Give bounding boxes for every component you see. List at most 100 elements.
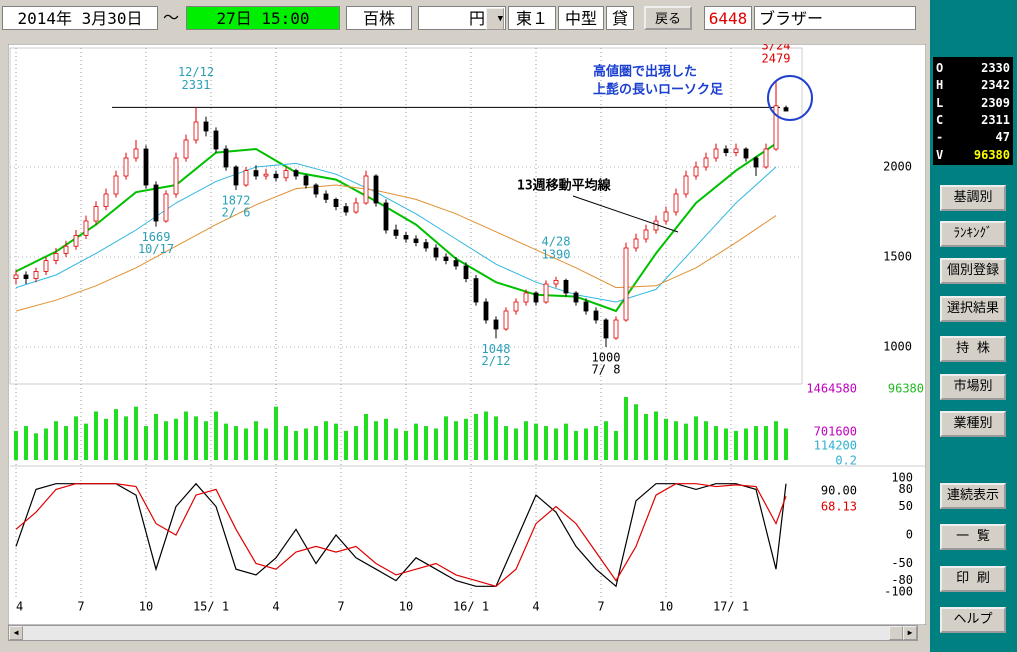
candle-body [413, 238, 419, 243]
y-tick-label: 2000 [883, 160, 912, 174]
volume-bar [394, 428, 398, 460]
candle-body [153, 184, 159, 222]
quote-row: - 47 [936, 130, 1010, 146]
candle-body [543, 283, 549, 303]
candle-body [313, 184, 319, 195]
candle-body [693, 166, 699, 177]
candle-body [483, 301, 489, 321]
x-tick-label: 16/ 1 [453, 600, 489, 614]
volume-bar [784, 428, 788, 460]
candle-body [213, 130, 219, 150]
volume-bar [534, 423, 538, 460]
currency-select[interactable]: 円 ▼ [418, 6, 506, 30]
volume-bar [504, 426, 508, 460]
volume-bar [84, 423, 88, 460]
osc-current: 90.00 [821, 484, 857, 498]
volume-bar [284, 426, 288, 460]
volume-bar [754, 426, 758, 460]
side-button[interactable]: 個別登録 [940, 258, 1006, 284]
candle-body [273, 173, 279, 179]
volume-bar [344, 430, 348, 460]
candle-body [433, 247, 439, 258]
volume-bar [664, 418, 668, 460]
volume-bar [704, 421, 708, 460]
annotation-value: 1872 [222, 194, 251, 208]
annotation-date: 12/12 [178, 65, 214, 79]
x-tick-label: 4 [532, 600, 539, 614]
side-button[interactable]: 持 株 [940, 336, 1006, 362]
volume-bar [714, 426, 718, 460]
candle-body [333, 198, 339, 207]
annotation-date: 10/17 [138, 242, 174, 256]
x-tick-label: 15/ 1 [193, 600, 229, 614]
annotation-date: 3/24 [762, 44, 791, 52]
candle-body [513, 301, 519, 312]
volume-bar [604, 421, 608, 460]
currency: 円 [468, 9, 485, 28]
scrollbar[interactable]: ◀ ▶ [8, 625, 918, 641]
candle-body [683, 175, 689, 195]
volume-bar [614, 430, 618, 460]
candle-body [183, 139, 189, 159]
side-button[interactable]: 一 覧 [940, 524, 1006, 550]
scroll-right[interactable]: ▶ [903, 626, 917, 640]
scroll-thumb[interactable] [889, 626, 903, 640]
scroll-left[interactable]: ◀ [9, 626, 23, 640]
side-button[interactable]: 印 刷 [940, 566, 1006, 592]
volume-bar [374, 421, 378, 460]
candle-body [623, 247, 629, 321]
annotation-value: 1000 [592, 351, 621, 365]
candle-body [13, 274, 19, 279]
volume-bar [14, 430, 18, 460]
osc-tick-label: 80 [899, 482, 913, 496]
osc-tick-label: -100 [884, 585, 913, 599]
candle-body [763, 148, 769, 168]
note-text: 13週移動平均線 [517, 178, 612, 194]
candle-body [323, 193, 329, 200]
side-button[interactable]: 基調別 [940, 185, 1006, 211]
volume-bar [584, 428, 588, 460]
candle-body [233, 166, 239, 186]
back-button[interactable]: 戻る [644, 6, 692, 30]
chart-frame [8, 44, 926, 625]
quote-label: H [936, 78, 944, 93]
note-pointer [572, 195, 679, 233]
candle-body [203, 121, 209, 132]
annotation-value: 1669 [142, 230, 171, 244]
side-button[interactable]: 業種別 [940, 411, 1006, 437]
annotation-value: 1048 [482, 342, 511, 356]
candle-body [613, 319, 619, 339]
volume-bar [414, 423, 418, 460]
candle-body [113, 175, 119, 195]
note-text: 上髭の長いローソク足 [593, 82, 724, 98]
volume-bar [34, 433, 38, 460]
x-tick-label: 7 [597, 600, 604, 614]
side-button[interactable]: 連続表示 [940, 483, 1006, 509]
candle-body [243, 170, 249, 186]
highlight-circle [767, 75, 813, 121]
volume-tick-label: 701600 [814, 425, 857, 439]
annotation-value: 2479 [762, 51, 791, 65]
candle-body [643, 229, 649, 240]
volume-bar [354, 426, 358, 460]
quote-value: 47 [995, 130, 1010, 145]
volume-bar [304, 428, 308, 460]
side-button[interactable]: 選択結果 [940, 296, 1006, 322]
volume-bar [644, 413, 648, 460]
volume-bar [254, 421, 258, 460]
candle-body [263, 173, 269, 177]
candle-body [343, 206, 349, 213]
x-tick-label: 7 [77, 600, 84, 614]
quote-value: 2309 [981, 95, 1010, 110]
annotation-date: 4/28 [542, 234, 571, 248]
volume-bar [74, 416, 78, 460]
candle-body [743, 148, 749, 159]
candle-body [603, 319, 609, 339]
side-button[interactable]: 市場別 [940, 374, 1006, 400]
side-button[interactable]: ヘルプ [940, 607, 1006, 633]
dropdown-arrow[interactable]: ▼ [486, 8, 504, 30]
side-button[interactable]: ﾗﾝｷﾝｸﾞ [940, 221, 1006, 247]
candle-body [673, 193, 679, 213]
volume-bar [654, 411, 658, 460]
volume-bar [364, 413, 368, 460]
